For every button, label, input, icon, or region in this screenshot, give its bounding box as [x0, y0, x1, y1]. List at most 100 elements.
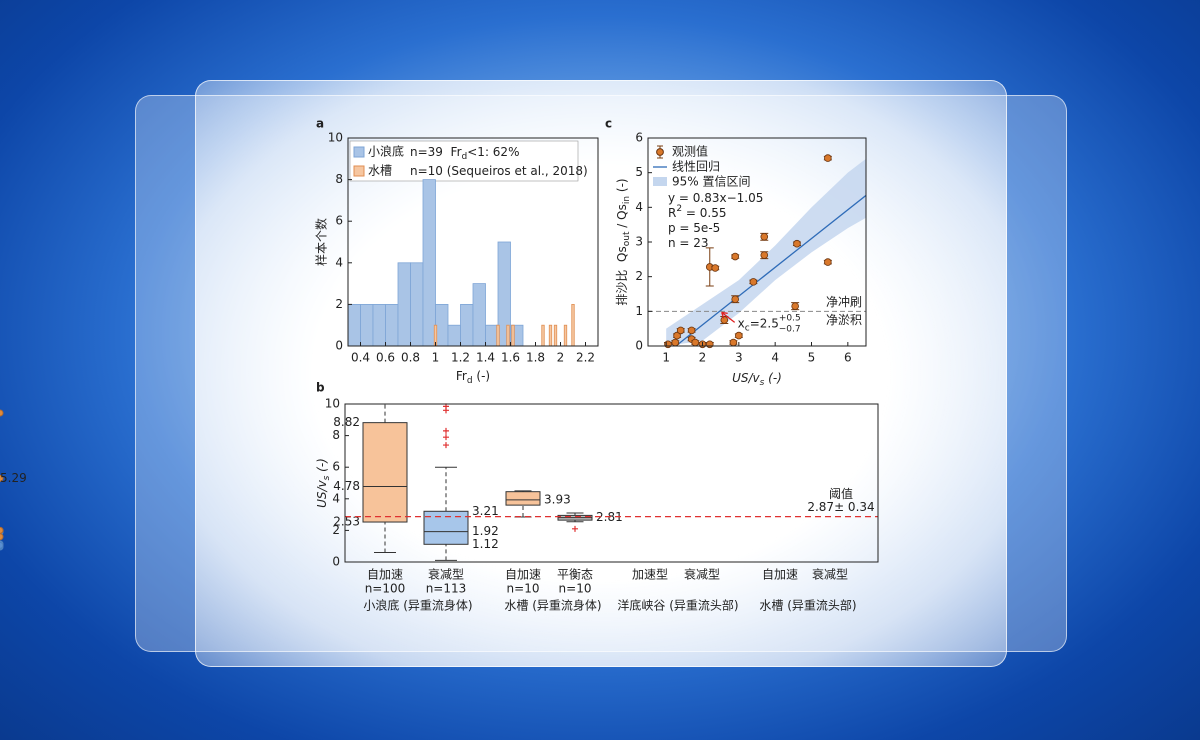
stat-text-part: 2 — [676, 204, 682, 214]
data-point — [676, 326, 685, 335]
box — [362, 422, 408, 523]
data-point — [687, 326, 696, 335]
plot-frame — [347, 137, 599, 347]
data-point — [824, 154, 832, 162]
data-point — [0, 533, 4, 541]
histogram-bar — [563, 324, 568, 347]
histogram-bar — [447, 324, 461, 347]
histogram-bar — [422, 179, 436, 347]
category-label: 自加速 — [367, 568, 403, 582]
histogram-bar — [385, 303, 399, 347]
panel-letter: b — [316, 381, 325, 395]
x-tick-label: 1 — [662, 351, 670, 365]
category-label: 衰减型 — [812, 567, 848, 582]
histogram-bar — [435, 303, 449, 347]
plot-frame — [344, 403, 879, 563]
critical-label-part: +0.5 — [779, 313, 801, 323]
x-tick-label: 1.4 — [476, 351, 495, 365]
category-label: 平衡态 — [557, 568, 593, 582]
category-count: n=10 — [507, 582, 540, 596]
y-tick-label: 10 — [328, 131, 343, 145]
legend-label: 线性回归 — [672, 160, 720, 174]
data-point — [705, 340, 714, 349]
legend-note-part: n=39 Fr — [410, 145, 462, 159]
x-axis-label-part: Fr — [456, 369, 467, 383]
y-axis-label-part: US/v — [315, 479, 329, 507]
y-axis-label-part: 排沙比 Qs — [615, 246, 629, 305]
data-point — [0, 541, 4, 549]
x-tick-label: 2 — [699, 351, 707, 365]
x-tick-label: 6 — [844, 351, 852, 365]
x-tick-label: 0.4 — [351, 351, 370, 365]
y-tick-label: 4 — [332, 491, 340, 505]
legend-label: 观测值 — [672, 144, 708, 159]
panel-letter: a — [316, 117, 324, 131]
data-point — [664, 340, 672, 349]
outlier — [443, 427, 449, 434]
stat-text-part: = 0.55 — [682, 206, 726, 220]
category-count: n=113 — [426, 582, 467, 596]
x-axis-label-part: (-) — [764, 371, 782, 385]
histogram-bar — [553, 324, 558, 347]
x-tick-label: 0.6 — [376, 351, 395, 365]
data-point — [671, 338, 680, 347]
y-tick-label: 8 — [335, 172, 343, 186]
x-tick-label: 1.2 — [451, 351, 470, 365]
y-tick-label: 4 — [635, 200, 643, 214]
data-point — [731, 295, 739, 304]
critical-label-part: =2.5 — [750, 316, 779, 330]
value-label: 4.78 — [333, 479, 360, 493]
y-axis-label: US/vs (-) — [315, 458, 332, 508]
y-tick-label: 2 — [335, 297, 343, 311]
histogram-bar — [485, 324, 499, 347]
stat-text-part: n = 23 — [668, 236, 709, 250]
category-count: n=10 — [559, 582, 592, 596]
histogram-bar — [571, 303, 575, 347]
y-tick-label: 4 — [335, 255, 343, 269]
stat-text-part: y = 0.83x−1.05 — [668, 191, 763, 205]
histogram-bar — [541, 324, 545, 347]
data-point — [0, 474, 4, 482]
legend-note: n=10 (Sequeiros et al., 2018) — [410, 164, 588, 178]
x-tick-label: 2 — [557, 351, 565, 365]
y-tick-label: 8 — [332, 428, 340, 442]
data-point — [760, 251, 769, 259]
threshold-label: 净冲刷 — [826, 294, 862, 309]
y-tick-label: 6 — [635, 131, 643, 145]
stat-text: R2 = 0.55 — [668, 204, 726, 220]
data-point — [720, 316, 729, 324]
outlier — [443, 442, 449, 449]
confidence-band — [666, 158, 866, 346]
y-tick-label: 0 — [332, 555, 340, 569]
data-point — [0, 409, 4, 417]
stat-text: p = 5e-5 — [668, 221, 720, 235]
histogram-bar — [360, 303, 374, 347]
y-axis-label-part: s — [322, 475, 332, 480]
data-point — [791, 302, 799, 310]
histogram-bar — [397, 262, 411, 347]
data-point — [793, 239, 801, 248]
category-count: n=100 — [365, 582, 406, 596]
y-tick-label: 2 — [635, 269, 643, 283]
category-label: 衰减型 — [684, 567, 720, 582]
threshold-label: 阈值 — [829, 486, 853, 501]
category-label: 自加速 — [762, 568, 798, 582]
x-tick-label: 5 — [808, 351, 816, 365]
value-label: 1.12 — [472, 537, 499, 551]
value-label: 5.29 — [0, 471, 27, 485]
x-axis-label: US/vs (-) — [732, 371, 782, 388]
group-label: 水槽 (异重流头部) — [759, 598, 856, 613]
x-tick-label: 1 — [432, 351, 440, 365]
histogram-bar — [506, 324, 510, 347]
critical-label-part: c — [745, 323, 750, 333]
x-axis-label-part: d — [467, 376, 473, 386]
legend-swatch — [353, 165, 365, 177]
panel-letter: c — [605, 117, 612, 131]
value-label: 2.53 — [333, 515, 360, 529]
legend-swatch — [353, 146, 365, 158]
stat-text-part: p = 5e-5 — [668, 221, 720, 235]
x-tick-label: 0.8 — [401, 351, 420, 365]
group-label: 水槽 (异重流身体) — [504, 598, 601, 613]
threshold-label: 净淤积 — [826, 313, 862, 327]
